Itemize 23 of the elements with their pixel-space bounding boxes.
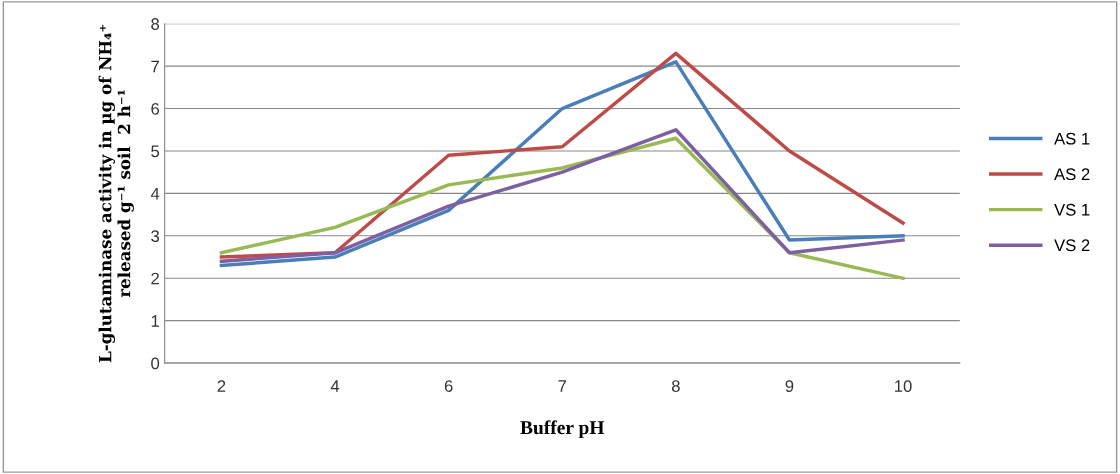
x-tick-label: 6 bbox=[444, 380, 453, 392]
y-tick-label: 2 bbox=[151, 272, 159, 285]
line-series bbox=[219, 128, 905, 264]
y-tick-label: 6 bbox=[151, 102, 160, 115]
y-axis-title: L-glutaminase activity in µg of NH₄⁺ released g⁻¹ soil 2 h⁻¹ bbox=[98, 24, 134, 363]
x-tick-label: 10 bbox=[895, 380, 912, 392]
legend-label: VS 1 bbox=[1054, 203, 1090, 216]
x-tick-label: 8 bbox=[671, 380, 680, 392]
legend-label: VS 2 bbox=[1054, 239, 1090, 252]
x-tick-label: 7 bbox=[558, 380, 567, 392]
y-tick-label: 1 bbox=[151, 315, 159, 327]
y-tick-label: 3 bbox=[151, 230, 160, 243]
y-tick-label: 7 bbox=[151, 60, 159, 73]
y-tick-label: 0 bbox=[151, 357, 160, 370]
x-tick-label: 4 bbox=[330, 380, 340, 392]
x-tick-label: 2 bbox=[217, 380, 226, 392]
x-tick-label: 9 bbox=[785, 380, 794, 392]
legend-label: AS 1 bbox=[1054, 132, 1090, 145]
x-axis-title: Buffer pH bbox=[520, 420, 605, 439]
y-tick-label: 4 bbox=[150, 187, 160, 200]
y-tick-label: 5 bbox=[151, 145, 160, 158]
legend-label: AS 2 bbox=[1054, 168, 1090, 181]
y-tick-label: 8 bbox=[151, 18, 160, 30]
